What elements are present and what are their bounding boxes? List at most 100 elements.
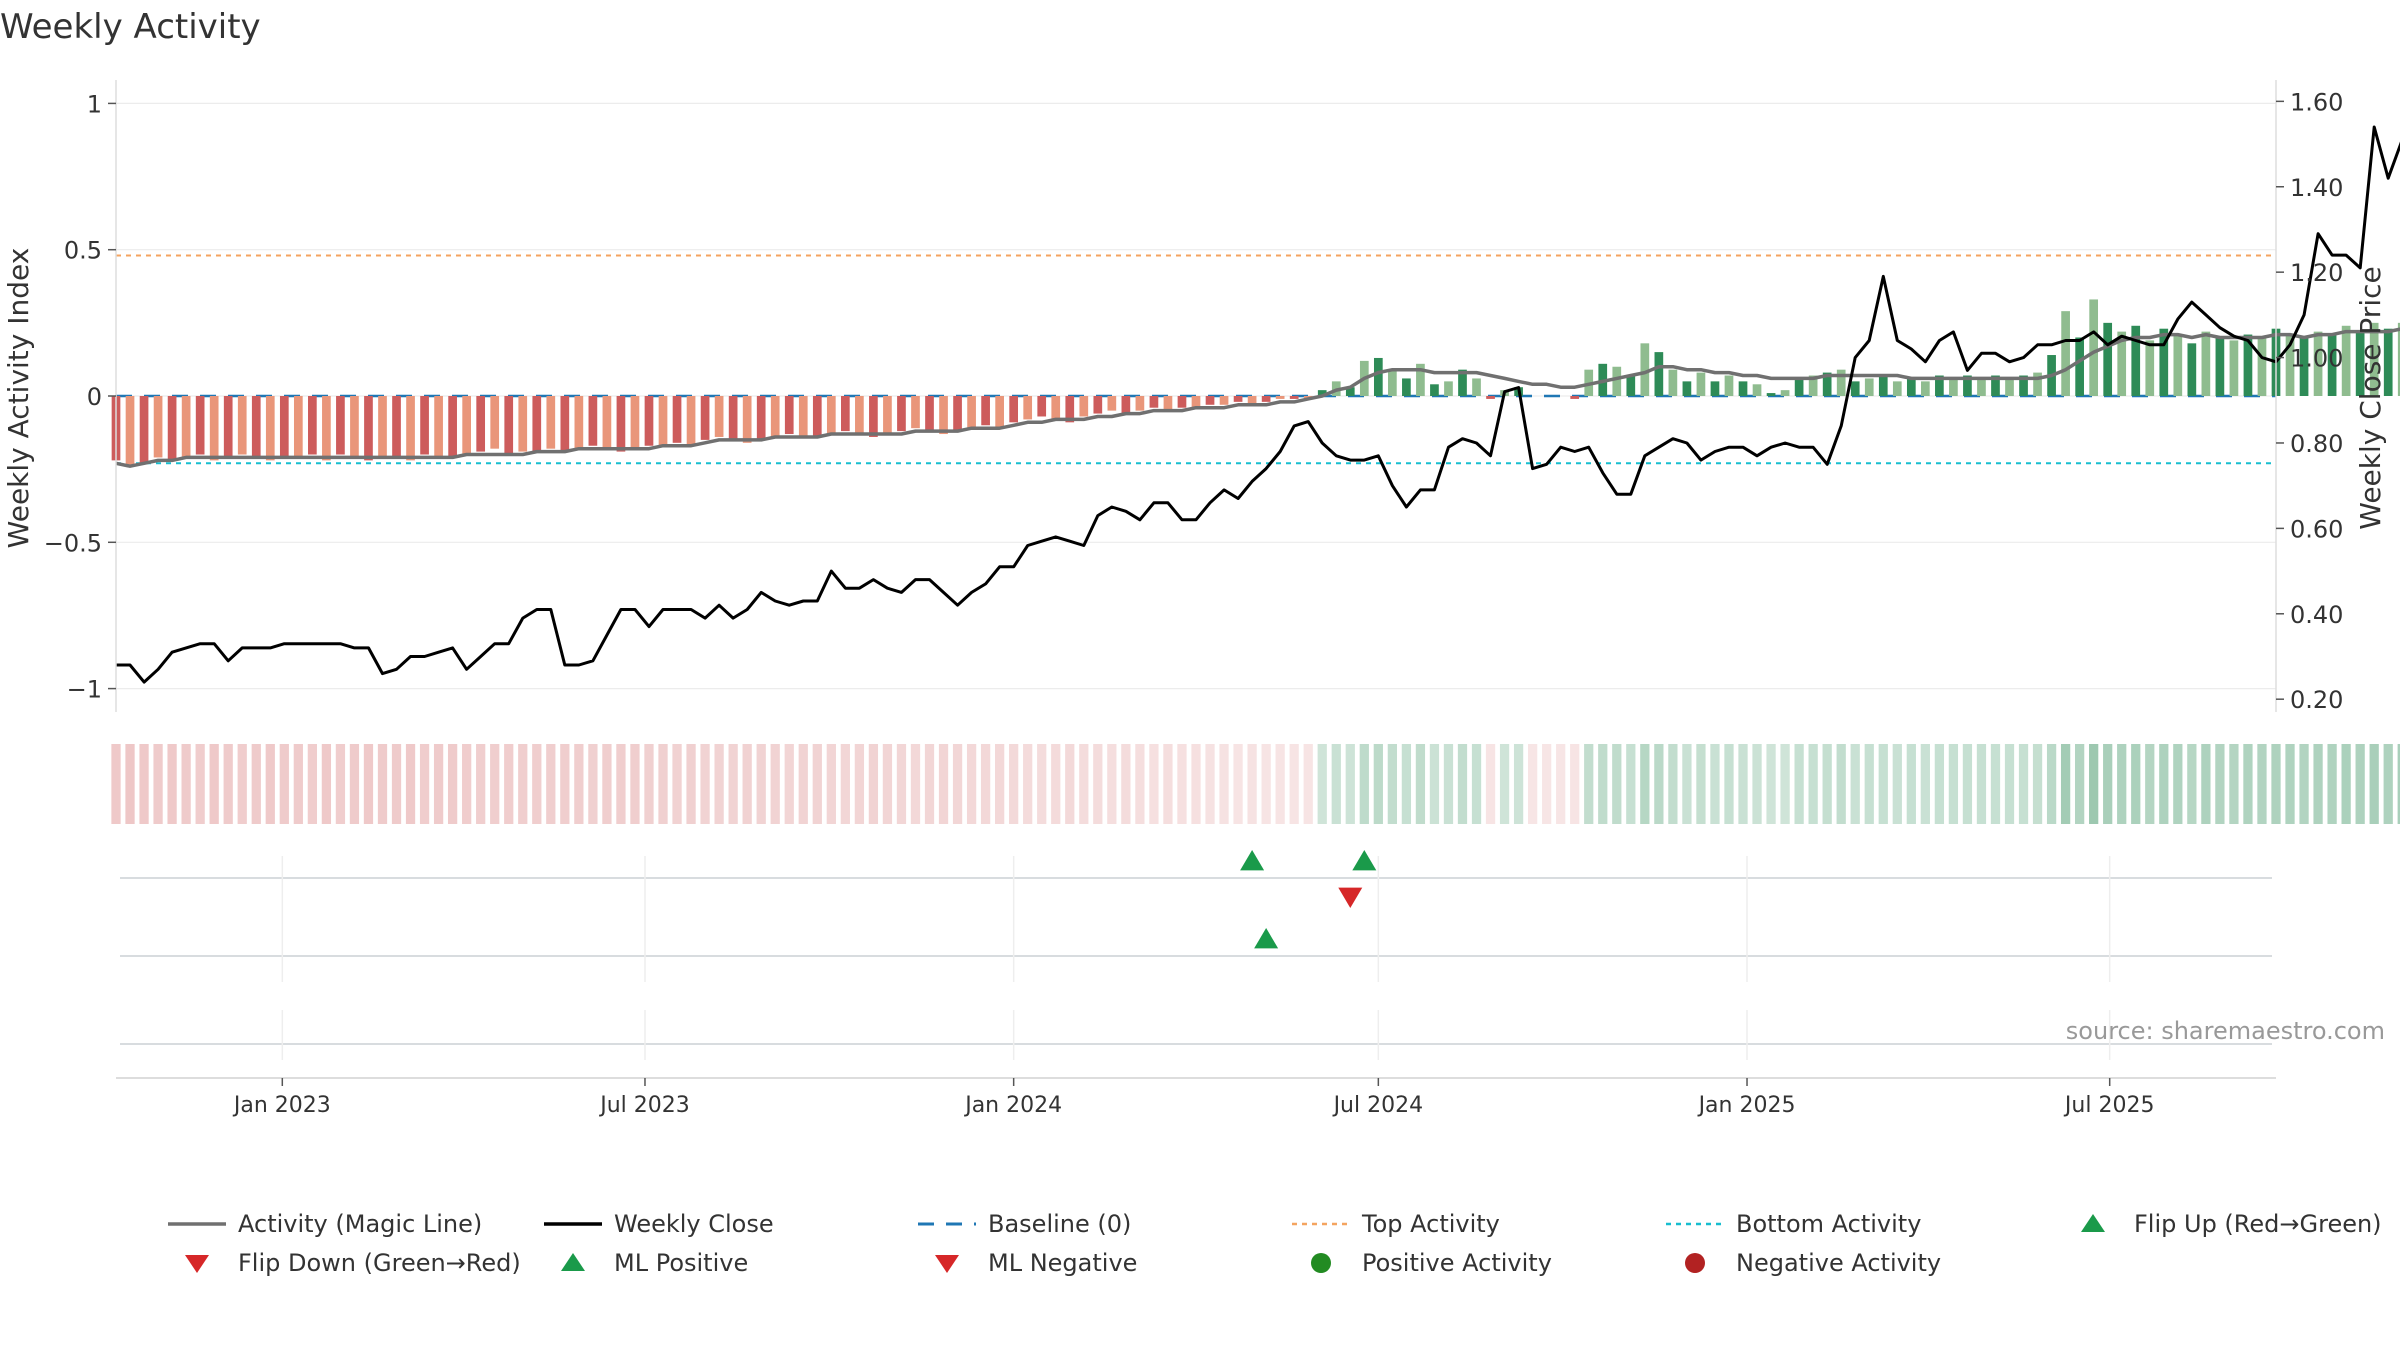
- legend-item: Negative Activity: [1685, 1249, 1941, 1277]
- activity-bar: [2369, 322, 2379, 396]
- activity-bar: [2131, 325, 2141, 396]
- heat-cell: [2075, 744, 2085, 824]
- heat-cell: [391, 744, 402, 824]
- heat-cell: [1373, 744, 1383, 824]
- heat-cell: [1864, 744, 1874, 824]
- activity-bar: [308, 396, 317, 455]
- heat-cell: [1640, 744, 1650, 824]
- heat-cell: [1303, 744, 1313, 824]
- activity-bar: [1023, 396, 1033, 420]
- activity-bar: [1191, 396, 1201, 408]
- heat-cell: [279, 744, 289, 824]
- heat-cell: [798, 744, 808, 824]
- heat-cell: [1093, 744, 1103, 824]
- heat-cell: [532, 744, 542, 824]
- activity-bar: [883, 396, 892, 435]
- heat-cell: [1808, 744, 1818, 824]
- heat-cell: [1233, 744, 1243, 824]
- heat-cell: [1345, 744, 1355, 824]
- legend-item: Weekly Close: [544, 1210, 774, 1238]
- activity-bar: [378, 396, 387, 458]
- heat-cell: [1121, 744, 1131, 824]
- heat-cell: [840, 744, 850, 824]
- legend-item: Baseline (0): [918, 1210, 1131, 1238]
- heat-cell: [1934, 744, 1945, 824]
- heat-cell: [1023, 744, 1033, 824]
- heat-cell: [153, 744, 163, 824]
- y-right-ticks: 1.60 1.40 1.20 1.00 0.80 0.60 0.40 0.20: [2276, 88, 2343, 714]
- activity-bar: [700, 396, 710, 440]
- activity-bar: [855, 396, 864, 435]
- activity-bar: [995, 396, 1004, 429]
- heat-cell: [2060, 744, 2071, 824]
- activity-bar: [1710, 381, 1720, 396]
- y-right-tick-label: 1.40: [2290, 174, 2343, 202]
- heat-cell: [1275, 744, 1285, 824]
- heat-cell: [2089, 744, 2099, 824]
- activity-bar: [2257, 337, 2267, 396]
- legend-label: Positive Activity: [1362, 1249, 1552, 1277]
- activity-bar: [139, 396, 149, 464]
- legend-item: Flip Up (Red→Green): [2081, 1210, 2382, 1238]
- activity-bar: [1794, 378, 1804, 396]
- heat-cell: [2257, 744, 2267, 824]
- heat-cell: [1598, 744, 1608, 824]
- activity-bar: [1738, 381, 1748, 396]
- activity-bar: [322, 396, 331, 461]
- activity-bar: [2145, 340, 2155, 396]
- heat-cell: [2355, 744, 2365, 824]
- activity-bar: [125, 396, 135, 467]
- x-tick-label: Jan 2024: [963, 1093, 1062, 1118]
- activity-bar: [1696, 372, 1706, 396]
- activity-bar: [462, 396, 471, 455]
- activity-bar: [1093, 396, 1103, 414]
- activity-bar: [2397, 322, 2400, 396]
- legend-item: Activity (Magic Line): [168, 1210, 482, 1238]
- heat-cell: [2103, 744, 2113, 824]
- flip-up-marker: [1240, 850, 1265, 871]
- heat-cell: [1331, 744, 1341, 824]
- activity-bar: [967, 396, 976, 429]
- heat-cell: [854, 744, 865, 824]
- legend-swatch: [935, 1255, 959, 1273]
- y-left-tick-label: −0.5: [44, 529, 102, 557]
- legend-swatch: [185, 1255, 209, 1273]
- source-credit: source: sharemaestro.com: [2066, 1017, 2385, 1045]
- heat-cell: [125, 744, 135, 824]
- activity-bar: [826, 396, 836, 435]
- heat-cell: [896, 744, 907, 824]
- activity-bar: [1163, 396, 1173, 411]
- heat-cell: [447, 744, 458, 824]
- activity-bar: [1570, 396, 1580, 399]
- activity-bar: [981, 396, 990, 426]
- heat-cell: [111, 744, 121, 824]
- activity-bar: [672, 396, 682, 443]
- activity-bar: [911, 396, 920, 429]
- activity-bar: [2033, 372, 2042, 396]
- heat-cell: [504, 744, 514, 824]
- heat-cell: [742, 744, 752, 824]
- activity-heat-strip: [111, 744, 2400, 824]
- heat-cell: [2271, 744, 2281, 824]
- heat-cell: [2159, 744, 2169, 824]
- activity-bar: [167, 396, 177, 461]
- heat-cell: [1009, 744, 1019, 824]
- heat-cell: [1261, 744, 1271, 824]
- activity-bar: [1430, 384, 1439, 396]
- legend-swatch: [1311, 1253, 1331, 1273]
- heat-cell: [2341, 744, 2351, 824]
- x-tick-label: Jan 2023: [232, 1093, 331, 1118]
- heat-cell: [167, 744, 177, 824]
- activity-bar: [2019, 375, 2028, 396]
- heat-cell: [2313, 744, 2323, 824]
- activity-bar: [546, 396, 556, 449]
- activity-bar: [1654, 352, 1664, 396]
- heat-cell: [1920, 744, 1930, 824]
- legend-label: Flip Down (Green→Red): [238, 1249, 521, 1277]
- x-tick-label: Jul 2025: [2063, 1093, 2155, 1118]
- heat-cell: [1542, 744, 1552, 824]
- activity-bar: [448, 396, 457, 458]
- heat-cell: [1317, 744, 1327, 824]
- activity-bar: [2061, 311, 2070, 396]
